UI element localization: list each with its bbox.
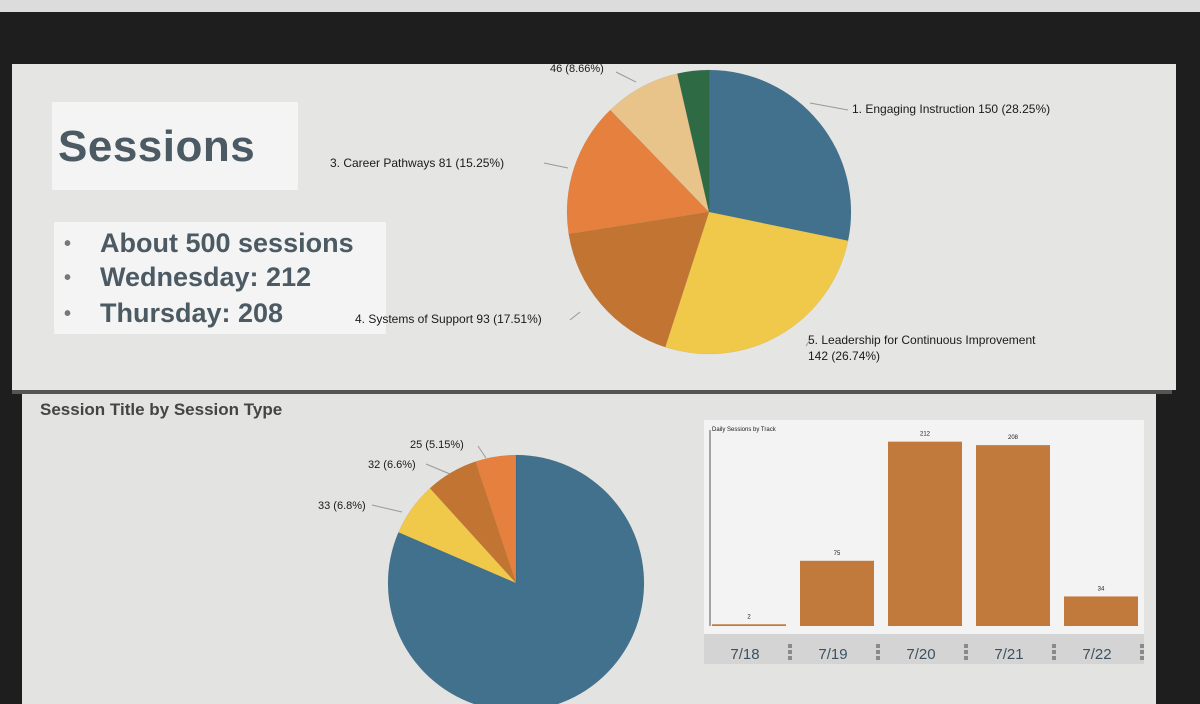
pie-chart-tracks — [566, 69, 852, 355]
pie2-leader-line-1 — [425, 463, 451, 475]
bar-tick-handle-icon — [788, 656, 792, 660]
pie1-slice-1 — [664, 211, 849, 355]
bar-tick-handle-icon — [1140, 656, 1144, 660]
bar-x-tick-label: 7/20 — [906, 646, 935, 663]
bar-tick-handle-icon — [1052, 644, 1056, 648]
bar-tick-handle-icon — [964, 644, 968, 648]
bar-tick-handle-icon — [876, 650, 880, 654]
pie1-label-small-slice: 46 (8.66%) — [550, 63, 604, 75]
pie-chart-session-type — [387, 454, 645, 704]
bar-value-label: 75 — [834, 551, 841, 557]
bar-chart-title: Daily Sessions by Track — [712, 427, 777, 433]
bar-tick-handle-icon — [1140, 650, 1144, 654]
bullet-box — [54, 222, 386, 334]
pie1-leader-line-3 — [543, 162, 569, 169]
slide-title: Sessions — [58, 122, 256, 171]
bar-7/22 — [1064, 596, 1138, 626]
bar-x-tick-label: 7/18 — [730, 646, 759, 663]
bullet-item: • Wednesday: 212 — [64, 262, 311, 293]
top-strip — [0, 0, 1200, 12]
pie1-leader-line-1 — [805, 339, 811, 347]
pie1-slice-0 — [708, 69, 852, 242]
bar-tick-handle-icon — [1140, 644, 1144, 648]
bullet-text: Wednesday: 212 — [100, 262, 312, 292]
pie1-slice-4 — [609, 73, 710, 213]
bar-tick-handle-icon — [876, 656, 880, 660]
bar-tick-handle-icon — [788, 650, 792, 654]
pie2-slice-3 — [475, 454, 517, 584]
bar-chart-daily: 2 7/18 75 7/19 212 7/20 208 7/21 34 7/22 — [704, 430, 1144, 664]
bar-7/21 — [976, 445, 1050, 626]
pie-chart-tracks-labels: 1. Engaging Instruction 150 (28.25%) 5. … — [330, 63, 1050, 363]
pie1-label-career-pathways: 3. Career Pathways 81 (15.25%) — [330, 156, 504, 170]
bar-tick-handle-icon — [964, 656, 968, 660]
bar-tick-handle-icon — [1052, 650, 1056, 654]
bar-x-tick-label: 7/19 — [818, 646, 847, 663]
pie2-label-33: 33 (6.8%) — [318, 500, 366, 512]
bar-value-label: 208 — [1008, 435, 1019, 441]
bullet-item: • About 500 sessions — [64, 228, 354, 259]
pie-chart-session-type-labels: 33 (6.8%) 32 (6.6%) 25 (5.15%) — [318, 439, 487, 513]
pie1-label-leadership-line2: 142 (26.74%) — [808, 349, 880, 363]
bottom-section-title: Session Title by Session Type — [40, 400, 283, 419]
bar-tick-handle-icon — [876, 644, 880, 648]
pie2-label-25: 25 (5.15%) — [410, 439, 464, 451]
title-box — [52, 102, 298, 190]
pie2-leader-line-2 — [477, 445, 487, 459]
bar-tick-handle-icon — [964, 650, 968, 654]
pie1-slice-5 — [677, 69, 710, 213]
pie2-slice-2 — [429, 461, 517, 584]
bar-tick-handle-icon — [788, 644, 792, 648]
bar-7/19 — [800, 560, 874, 626]
bar-x-axis-band — [704, 634, 1144, 664]
pie1-label-engaging-instruction: 1. Engaging Instruction 150 (28.25%) — [852, 102, 1050, 116]
bar-value-label: 2 — [747, 614, 751, 620]
bar-7/18 — [712, 624, 786, 626]
pie2-slice-1 — [398, 487, 517, 584]
bullet-dot-icon: • — [64, 303, 72, 326]
pie2-leader-line-0 — [371, 504, 403, 513]
bar-x-tick-label: 7/22 — [1082, 646, 1111, 663]
bullet-text: Thursday: 208 — [100, 298, 284, 328]
bullet-dot-icon: • — [64, 267, 72, 290]
slide-divider — [12, 390, 1172, 394]
pie2-slice-0 — [387, 454, 645, 704]
bar-value-label: 212 — [920, 432, 931, 438]
pie1-label-systems-of-support: 4. Systems of Support 93 (17.51%) — [355, 312, 542, 326]
pie2-label-32: 32 (6.6%) — [368, 459, 416, 471]
pie1-leader-line-0 — [809, 102, 849, 111]
bullet-text: About 500 sessions — [100, 228, 354, 258]
bar-tick-handle-icon — [1052, 656, 1056, 660]
pie1-label-leadership-line1: 5. Leadership for Continuous Improvement — [808, 333, 1036, 347]
pie1-slice-2 — [568, 211, 710, 348]
bullet-item: • Thursday: 208 — [64, 298, 283, 329]
bar-7/20 — [888, 441, 962, 626]
bar-x-tick-label: 7/21 — [994, 646, 1023, 663]
pie1-slice-3 — [566, 109, 710, 235]
pie1-leader-line-2 — [569, 311, 581, 321]
bar-value-label: 34 — [1098, 586, 1105, 592]
pie1-leader-line-4 — [615, 71, 637, 83]
bullet-dot-icon: • — [64, 233, 72, 256]
